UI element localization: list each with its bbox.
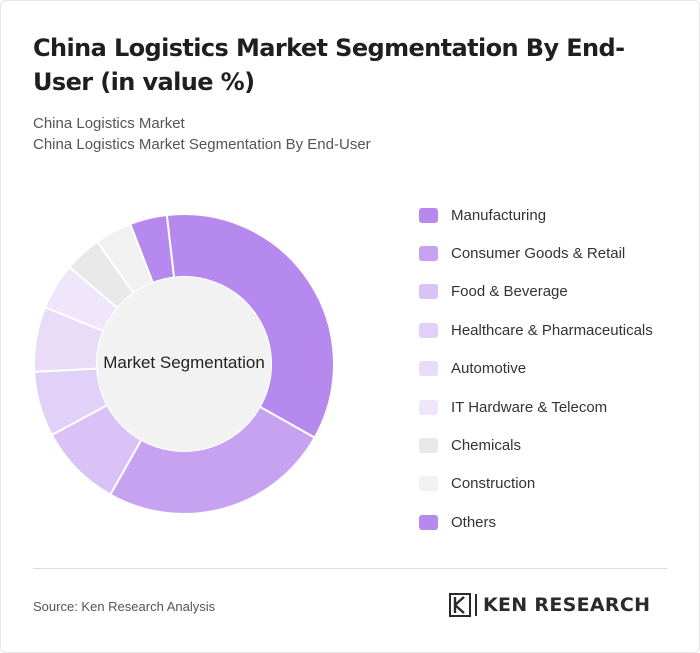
legend-label: Consumer Goods & Retail bbox=[451, 245, 626, 263]
legend-swatch bbox=[419, 361, 438, 377]
legend-swatch bbox=[419, 514, 438, 530]
legend-item-it-hardware-telecom[interactable]: IT Hardware & Telecom bbox=[419, 388, 699, 426]
legend-swatch bbox=[419, 476, 438, 492]
legend-item-consumer-goods-retail[interactable]: Consumer Goods & Retail bbox=[419, 234, 699, 272]
legend-label: Chemicals bbox=[451, 437, 522, 455]
ken-research-logo: KEN RESEARCH bbox=[449, 593, 650, 617]
legend-item-healthcare-pharmaceuticals[interactable]: Healthcare & Pharmaceuticals bbox=[419, 311, 699, 349]
donut-chart-area bbox=[1, 191, 381, 541]
donut-hole bbox=[97, 277, 271, 451]
logo-divider-bar bbox=[475, 594, 477, 616]
legend-label: Food & Beverage bbox=[451, 283, 568, 301]
logo-text: KEN RESEARCH bbox=[483, 594, 651, 616]
legend-swatch bbox=[419, 207, 438, 223]
legend-item-others[interactable]: Others bbox=[419, 503, 699, 541]
legend-swatch bbox=[419, 284, 438, 300]
legend-item-manufacturing[interactable]: Manufacturing bbox=[419, 196, 699, 234]
source-note: Source: Ken Research Analysis bbox=[33, 599, 216, 614]
ken-research-logo-mark bbox=[449, 593, 471, 617]
legend-swatch bbox=[419, 399, 438, 415]
legend-item-chemicals[interactable]: Chemicals bbox=[419, 426, 699, 464]
chart-subtitle-market: China Logistics Market bbox=[33, 115, 185, 132]
legend-label: Automotive bbox=[451, 360, 527, 378]
chart-title: China Logistics Market Segmentation By E… bbox=[33, 34, 625, 96]
legend-label: Manufacturing bbox=[451, 206, 547, 224]
footer-divider bbox=[33, 568, 667, 569]
legend-label: Construction bbox=[451, 475, 536, 493]
legend-label: Healthcare & Pharmaceuticals bbox=[451, 321, 653, 339]
donut-chart bbox=[33, 213, 335, 515]
legend-item-construction[interactable]: Construction bbox=[419, 465, 699, 503]
chart-subtitle-segmentation: China Logistics Market Segmentation By E… bbox=[33, 136, 371, 153]
legend-label: Others bbox=[451, 513, 497, 531]
donut-center-label: Market Segmentation bbox=[103, 353, 265, 372]
legend-item-food-beverage[interactable]: Food & Beverage bbox=[419, 273, 699, 311]
legend-swatch bbox=[419, 322, 438, 338]
legend-swatch bbox=[419, 438, 438, 454]
chart-legend: Manufacturing Consumer Goods & Retail Food… bbox=[419, 196, 699, 542]
legend-item-automotive[interactable]: Automotive bbox=[419, 350, 699, 388]
legend-label: IT Hardware & Telecom bbox=[451, 398, 608, 416]
legend-swatch bbox=[419, 246, 438, 262]
